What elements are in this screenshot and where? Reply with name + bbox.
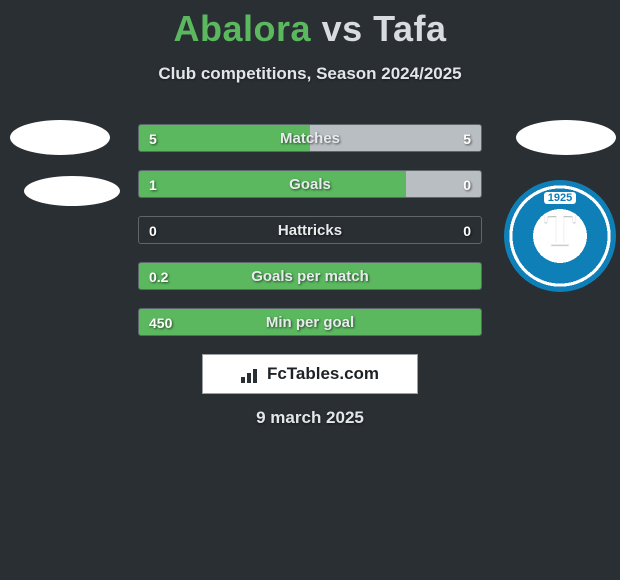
bar-label: Hattricks [139, 217, 481, 244]
bar-row: 0 Hattricks 0 [138, 216, 482, 244]
bar-left-value: 0.2 [149, 263, 168, 290]
date-line: 9 march 2025 [0, 408, 620, 428]
bar-row: 1 Goals 0 [138, 170, 482, 198]
bar-right-value: 0 [463, 171, 471, 198]
bar-left-value: 5 [149, 125, 157, 152]
player2-club-badge: 1925 T [504, 180, 616, 292]
player1-club-placeholder [24, 176, 120, 206]
bar-row: 450 Min per goal [138, 308, 482, 336]
branding-badge[interactable]: FcTables.com [202, 354, 418, 394]
barchart-icon [241, 365, 263, 383]
bar-row: 0.2 Goals per match [138, 262, 482, 290]
comparison-bars: 5 Matches 5 1 Goals 0 0 Hattricks 0 0.2 … [138, 124, 482, 354]
bar-left-fill [139, 263, 481, 289]
player2-name: Tafa [373, 8, 446, 49]
player2-avatar-placeholder [516, 120, 616, 155]
bar-left-fill [139, 309, 481, 335]
bar-right-value: 5 [463, 125, 471, 152]
bar-row: 5 Matches 5 [138, 124, 482, 152]
bar-left-value: 0 [149, 217, 157, 244]
bar-right-value: 0 [463, 217, 471, 244]
vs-word: vs [322, 8, 363, 49]
bar-left-value: 1 [149, 171, 157, 198]
comparison-title: Abalora vs Tafa [0, 0, 620, 50]
bar-left-fill [139, 171, 406, 197]
bar-left-fill [139, 125, 310, 151]
club-letter: T [544, 206, 576, 254]
bar-right-fill [310, 125, 481, 151]
player1-name: Abalora [174, 8, 312, 49]
player1-avatar-placeholder [10, 120, 110, 155]
branding-text: FcTables.com [267, 364, 379, 384]
subtitle: Club competitions, Season 2024/2025 [0, 64, 620, 84]
bar-left-value: 450 [149, 309, 172, 336]
